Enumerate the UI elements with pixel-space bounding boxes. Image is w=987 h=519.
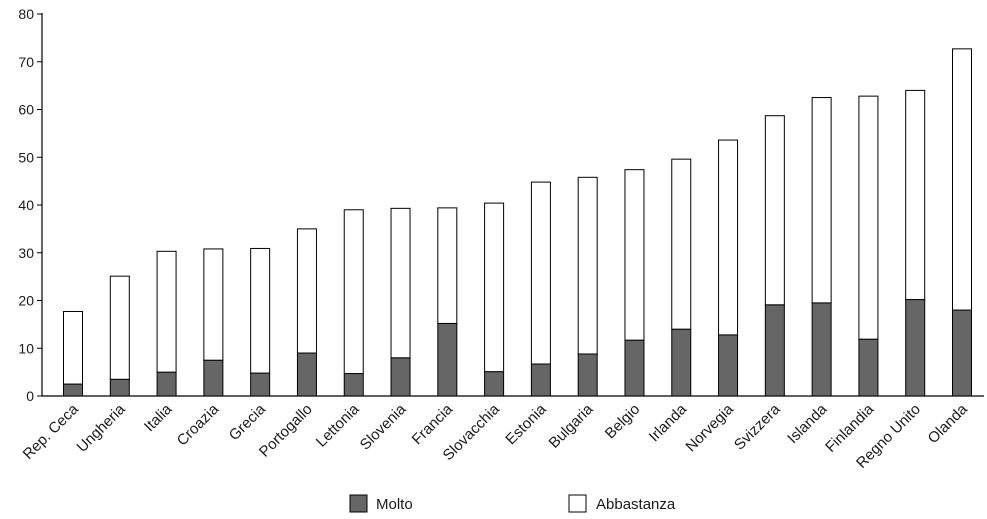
x-tick-label: Grecia <box>226 400 270 444</box>
legend-swatch-abbastanza <box>568 494 587 513</box>
x-tick-label: Norvegia <box>682 400 737 455</box>
bar-abbastanza-slovenia <box>390 207 411 359</box>
bar-abbastanza-norvegia <box>718 139 739 336</box>
bar-abbastanza-portogallo <box>296 228 317 354</box>
bar-abbastanza-croazia <box>203 248 224 361</box>
bar-abbastanza-regno-unito <box>905 89 926 301</box>
y-tick-label: 40 <box>18 197 34 213</box>
x-tick-label: Lettonia <box>313 400 363 450</box>
bar-molto-lettonia <box>343 373 364 397</box>
bar-abbastanza-italia <box>156 250 177 373</box>
x-tick-label: Belgio <box>602 401 644 443</box>
bar-abbastanza-irlanda <box>671 158 692 330</box>
bar-abbastanza-belgio <box>624 169 645 341</box>
x-tick-label: Italia <box>141 400 176 435</box>
bar-molto-islanda <box>811 302 832 397</box>
bar-abbastanza-islanda <box>811 97 832 304</box>
x-tick-label: Rep. Ceca <box>20 400 83 463</box>
x-tick-label: Olanda <box>925 400 972 447</box>
bar-abbastanza-grecia <box>250 247 271 374</box>
bar-molto-olanda <box>952 309 972 397</box>
legend-swatch-molto <box>349 494 368 513</box>
bars-group <box>63 48 972 397</box>
bar-abbastanza-bulgaria <box>577 176 598 355</box>
bar-abbastanza-lettonia <box>343 209 364 375</box>
y-tick-label: 30 <box>18 245 34 261</box>
y-tick-label: 60 <box>18 102 34 118</box>
bar-molto-ungheria <box>109 378 130 397</box>
bar-abbastanza-francia <box>437 207 458 324</box>
bar-abbastanza-svizzera <box>764 115 785 306</box>
bar-molto-bulgaria <box>577 353 598 397</box>
bar-abbastanza-slovacchia <box>484 202 505 373</box>
y-tick-label: 10 <box>18 340 34 356</box>
legend-label-molto: Molto <box>376 496 413 513</box>
x-tick-label: Irlanda <box>646 400 691 445</box>
bar-abbastanza-finlandia <box>858 95 879 340</box>
x-tick-label: Estonia <box>502 400 550 448</box>
legend-label-abbastanza: Abbastanza <box>596 496 676 513</box>
bar-molto-rep-ceca <box>63 383 83 397</box>
bar-abbastanza-estonia <box>530 181 551 365</box>
bar-molto-portogallo <box>296 352 317 397</box>
y-tick-label: 80 <box>18 6 34 22</box>
bar-molto-slovacchia <box>484 371 505 397</box>
x-tick-label: Bulgaria <box>546 400 597 451</box>
y-tick-label: 0 <box>26 388 34 404</box>
bar-molto-slovenia <box>390 357 411 397</box>
x-tick-label: Svizzera <box>731 400 784 453</box>
legend: Molto Abbastanza <box>349 494 676 513</box>
bar-molto-francia <box>437 322 458 397</box>
bar-abbastanza-olanda <box>952 48 972 311</box>
bar-abbastanza-rep-ceca <box>63 310 83 385</box>
bar-molto-regno-unito <box>905 299 926 397</box>
bar-molto-norvegia <box>718 334 739 397</box>
y-tick-label: 20 <box>18 293 34 309</box>
bar-molto-svizzera <box>764 304 785 397</box>
bar-molto-belgio <box>624 339 645 397</box>
bar-molto-finlandia <box>858 338 879 397</box>
x-tick-label: Slovenia <box>357 400 410 453</box>
bar-molto-croazia <box>203 359 224 397</box>
bar-molto-estonia <box>530 363 551 397</box>
x-tick-label: Islanda <box>784 400 831 447</box>
y-tick-label: 50 <box>18 149 34 165</box>
bar-abbastanza-ungheria <box>109 275 130 380</box>
y-tick-label: 70 <box>18 54 34 70</box>
x-tick-label: Ungheria <box>74 400 130 456</box>
bar-molto-italia <box>156 371 177 397</box>
bar-molto-grecia <box>250 372 271 397</box>
x-tick-label: Croazia <box>174 400 223 449</box>
axes: 0 10 20 30 40 50 60 70 80 <box>18 6 984 404</box>
bar-molto-irlanda <box>671 328 692 397</box>
